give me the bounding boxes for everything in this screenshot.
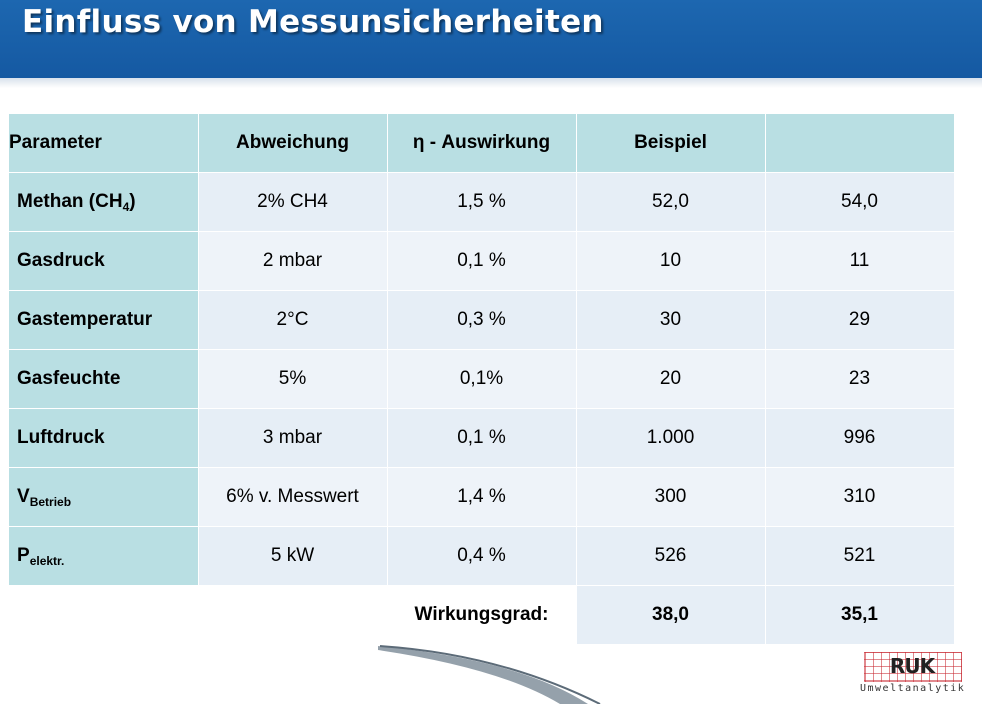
- row-param: Gasdruck: [9, 231, 199, 291]
- row-example-2: 54,0: [765, 172, 955, 232]
- efficiency-label: Wirkungsgrad:: [387, 585, 577, 645]
- row-example-2: 310: [765, 467, 955, 527]
- header-blank: [765, 114, 955, 173]
- row-example-2: 23: [765, 349, 955, 409]
- row-deviation: 5%: [198, 349, 388, 409]
- header-parameter: Parameter: [9, 114, 199, 173]
- ruk-logo: RUK Umweltanalytik: [860, 652, 964, 700]
- efficiency-example-2: 35,1: [765, 585, 955, 645]
- uncertainty-table: Parameter Abweichung η - Auswirkung Beis…: [9, 114, 955, 645]
- table-row: Pelektr. 5 kW 0,4 % 526 521: [9, 526, 955, 586]
- row-deviation: 2 mbar: [198, 231, 388, 291]
- row-effect: 0,4 %: [387, 526, 577, 586]
- table-row: Gasfeuchte 5% 0,1% 20 23: [9, 349, 955, 409]
- row-param: Pelektr.: [9, 526, 199, 586]
- footer-blank: [9, 585, 199, 645]
- row-example-1: 526: [576, 526, 766, 586]
- row-effect: 1,4 %: [387, 467, 577, 527]
- footer-blank: [198, 585, 388, 645]
- row-example-1: 30: [576, 290, 766, 350]
- row-effect: 0,3 %: [387, 290, 577, 350]
- row-deviation: 5 kW: [198, 526, 388, 586]
- table-row: Luftdruck 3 mbar 0,1 % 1.000 996: [9, 408, 955, 468]
- row-example-1: 52,0: [576, 172, 766, 232]
- row-param: VBetrieb: [9, 467, 199, 527]
- row-example-2: 996: [765, 408, 955, 468]
- logo-mark: RUK: [889, 654, 935, 678]
- row-effect: 1,5 %: [387, 172, 577, 232]
- table-header-row: Parameter Abweichung η - Auswirkung Beis…: [9, 114, 955, 173]
- row-deviation: 2% CH4: [198, 172, 388, 232]
- row-effect: 0,1 %: [387, 408, 577, 468]
- logo-grid: [864, 652, 962, 682]
- row-param: Luftdruck: [9, 408, 199, 468]
- row-example-2: 11: [765, 231, 955, 291]
- table-row: Gastemperatur 2°C 0,3 % 30 29: [9, 290, 955, 350]
- row-deviation: 6% v. Messwert: [198, 467, 388, 527]
- slide-title: Einfluss von Messunsicherheiten: [22, 4, 604, 40]
- title-banner: Einfluss von Messunsicherheiten: [0, 0, 982, 78]
- efficiency-example-1: 38,0: [576, 585, 766, 645]
- row-example-2: 521: [765, 526, 955, 586]
- table-footer-row: Wirkungsgrad: 38,0 35,1: [9, 585, 955, 645]
- row-example-2: 29: [765, 290, 955, 350]
- table-row: Gasdruck 2 mbar 0,1 % 10 11: [9, 231, 955, 291]
- row-deviation: 3 mbar: [198, 408, 388, 468]
- row-example-1: 20: [576, 349, 766, 409]
- row-example-1: 1.000: [576, 408, 766, 468]
- row-example-1: 10: [576, 231, 766, 291]
- header-example: Beispiel: [576, 114, 766, 173]
- table-row: VBetrieb 6% v. Messwert 1,4 % 300 310: [9, 467, 955, 527]
- table-row: Methan (CH4) 2% CH4 1,5 % 52,0 54,0: [9, 172, 955, 232]
- row-param: Gasfeuchte: [9, 349, 199, 409]
- banner-shadow: [0, 78, 982, 88]
- header-effect: η - Auswirkung: [387, 114, 577, 173]
- row-effect: 0,1 %: [387, 231, 577, 291]
- row-example-1: 300: [576, 467, 766, 527]
- row-deviation: 2°C: [198, 290, 388, 350]
- logo-subtitle: Umweltanalytik: [860, 683, 966, 694]
- row-param: Methan (CH4): [9, 172, 199, 232]
- row-param: Gastemperatur: [9, 290, 199, 350]
- row-effect: 0,1%: [387, 349, 577, 409]
- header-deviation: Abweichung: [198, 114, 388, 173]
